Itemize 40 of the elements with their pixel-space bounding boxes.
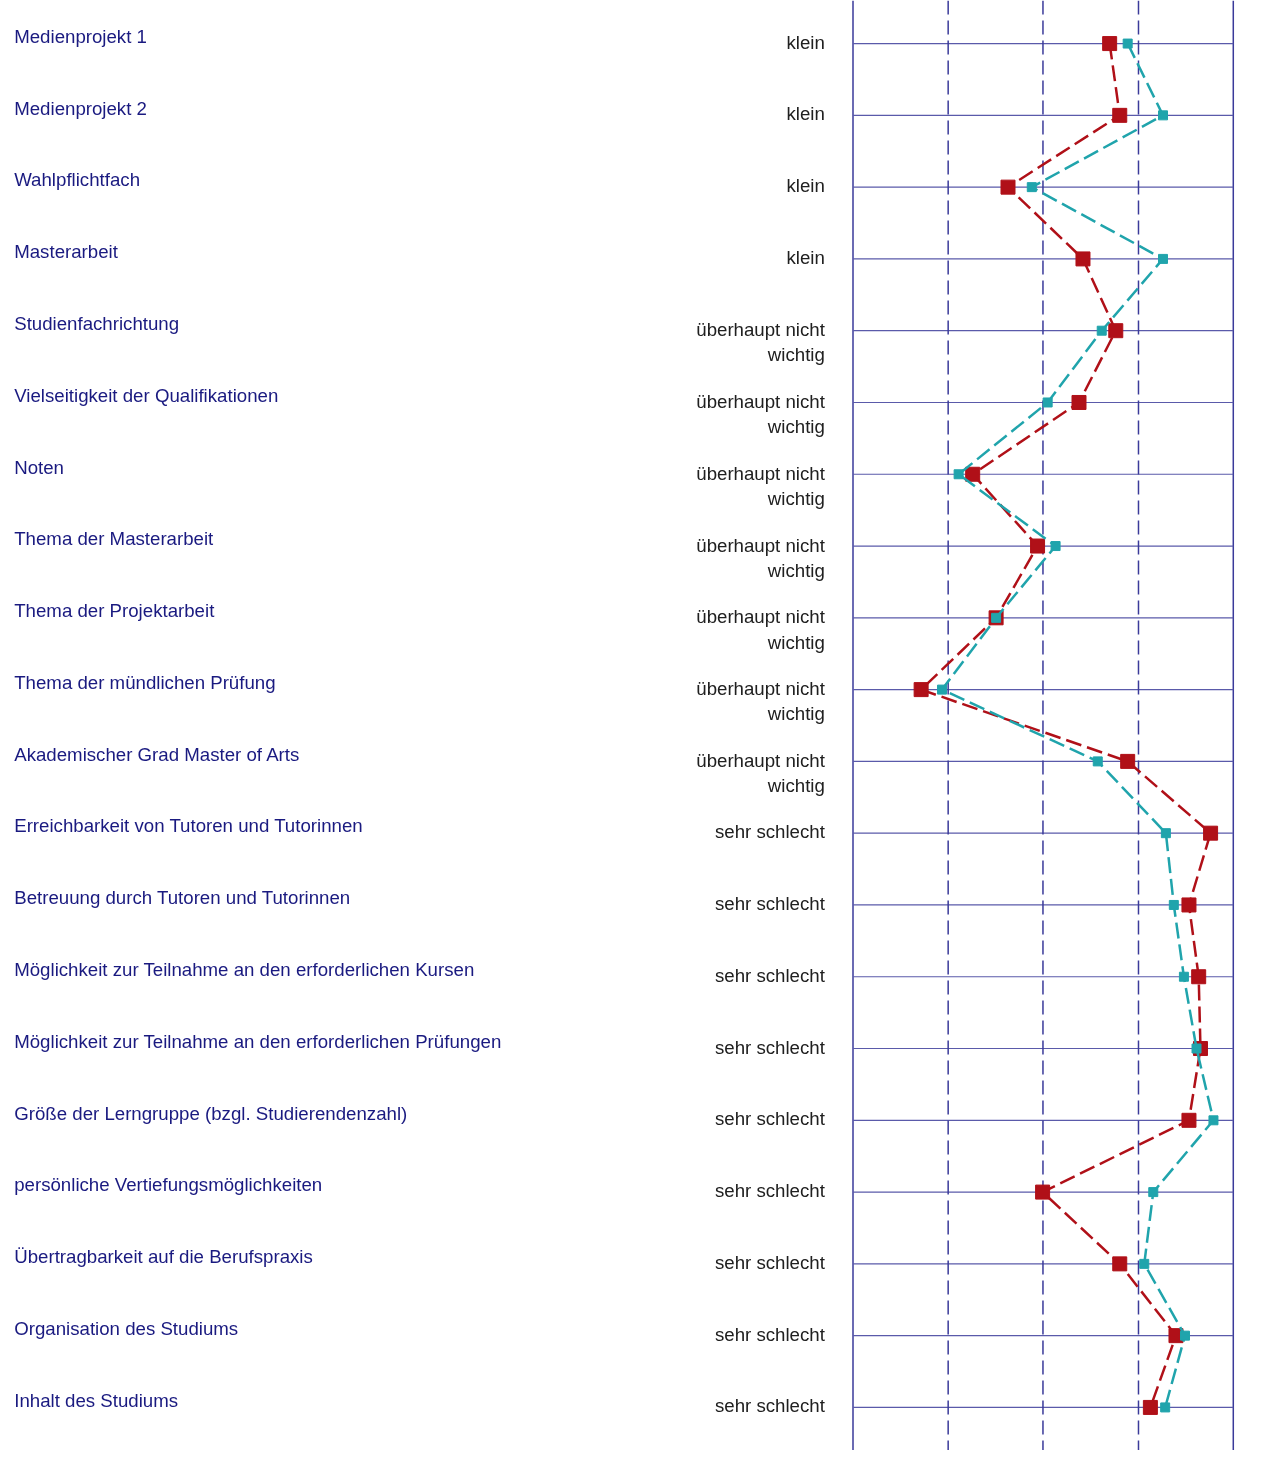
text: sehr schlecht xyxy=(714,893,826,915)
text: sehr schlecht xyxy=(714,1395,826,1417)
y-tick-label: Wahlpflichtfach xyxy=(14,169,141,191)
text: überhaupt nicht wichtig xyxy=(696,678,826,725)
y-tick-label: Thema der Projektarbeit xyxy=(14,600,216,622)
y-tick-label: Organisation des Studiums xyxy=(14,1317,239,1339)
text: klein xyxy=(786,103,825,125)
text: überhaupt nicht wichtig xyxy=(696,391,826,438)
y-tick-label: Medienprojekt 2 xyxy=(14,97,147,119)
y-tick-label: Erreichbarkeit von Tutoren und Tutorinnen xyxy=(14,815,363,837)
y-tick-label: Masterarbeit xyxy=(14,241,119,263)
text: sehr schlecht xyxy=(714,1108,826,1130)
text: überhaupt nicht wichtig xyxy=(696,462,826,510)
text: sehr schlecht xyxy=(714,1180,826,1202)
text: überhaupt nicht wichtig xyxy=(696,534,826,581)
y-tick-label: Größe der Lerngruppe (bzgl. Studierendenzahl) xyxy=(14,1102,408,1124)
text: klein xyxy=(786,175,825,197)
y-tick-label: Akademischer Grad Master of Arts xyxy=(14,743,300,765)
y-tick-label: Inhalt des Studiums xyxy=(14,1389,179,1411)
text: klein xyxy=(786,246,825,268)
text: sehr schlecht xyxy=(714,1036,826,1058)
y-tick-label: Thema der mündlichen Prüfung xyxy=(14,671,276,693)
text: überhaupt nicht wichtig xyxy=(696,606,826,653)
y-tick-label: Möglichkeit zur Teilnahme an den erforderlichen Kursen xyxy=(14,959,475,981)
y-tick-label: Studienfachrichtung xyxy=(14,313,180,335)
text: sehr schlecht xyxy=(714,1323,826,1345)
y-tick-label: Möglichkeit zur Teilnahme an den erforderlichen Prüfungen xyxy=(14,1030,502,1052)
y-tick-label: Medienprojekt 1 xyxy=(14,25,147,47)
y-tick-label: Betreuung durch Tutoren und Tutorinnen xyxy=(14,887,351,909)
y-tick-label: Übertragbarkeit auf die Berufspraxis xyxy=(14,1246,313,1268)
text: sehr schlecht xyxy=(714,964,826,986)
text: überhaupt nicht wichtig xyxy=(696,319,826,366)
y-tick-label: Noten xyxy=(14,456,64,478)
y-tick-label: Vielseitigkeit der Qualifikationen xyxy=(14,384,279,406)
text: klein xyxy=(786,31,825,53)
y-tick-label: persönliche Vertiefungsmöglichkeiten xyxy=(14,1174,323,1196)
y-tick-label: Thema der Masterarbeit xyxy=(14,528,215,550)
text: sehr schlecht xyxy=(714,1251,826,1273)
text: überhaupt nicht wichtig xyxy=(696,749,826,797)
text: sehr schlecht xyxy=(714,821,826,843)
